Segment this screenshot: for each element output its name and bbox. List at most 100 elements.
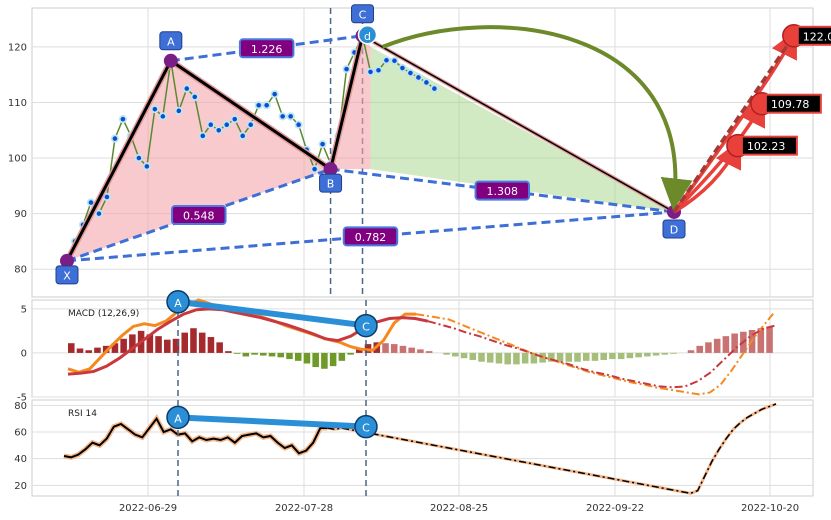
target-value-box	[764, 93, 822, 114]
macd-histogram-bar	[617, 352, 625, 360]
macd-histogram-bar	[687, 350, 695, 353]
projection-arrow	[381, 25, 693, 211]
price-point	[390, 56, 399, 65]
macd-histogram-bar	[286, 352, 293, 360]
rsi-line	[63, 416, 328, 459]
pattern-label-box	[319, 173, 343, 193]
macd-histogram-bar	[556, 352, 564, 362]
price-point	[222, 120, 231, 129]
macd-histogram-bar	[696, 345, 703, 353]
price-point	[206, 120, 215, 129]
macd-histogram-bar	[303, 352, 311, 364]
target-value-box	[796, 25, 831, 46]
macd-tick-label: 0	[21, 348, 27, 359]
price-point	[430, 84, 439, 93]
macd-histogram-bar	[408, 347, 415, 353]
price-point	[246, 120, 255, 129]
price-point	[198, 131, 207, 140]
price-point	[174, 106, 183, 115]
macd-histogram-bar	[399, 345, 407, 353]
bc-leg	[329, 35, 364, 170]
macd-histogram-bar	[233, 352, 241, 354]
macd-histogram-bar	[452, 352, 459, 357]
rsi-divergence-line	[177, 414, 367, 430]
pattern-label-box	[351, 4, 375, 24]
price-tick-label: 90	[14, 209, 27, 220]
cd-leg	[362, 35, 675, 213]
macd-histogram-bar	[172, 338, 180, 353]
macd-histogram-bar	[164, 339, 171, 353]
price-point	[134, 153, 143, 163]
target-value-label: 102.23	[747, 140, 786, 153]
macd-tick-label: -5	[17, 393, 27, 404]
ratio-label-box	[342, 226, 399, 247]
macd-histogram-bar	[766, 326, 773, 353]
pattern-label-c: C	[359, 8, 367, 21]
macd-histogram-bar	[347, 352, 354, 355]
macd-histogram-bar	[425, 351, 433, 353]
rsi-divergence-point	[166, 405, 190, 430]
macd-histogram-bar	[626, 352, 634, 359]
macd-histogram-bar	[504, 352, 511, 365]
xb-dashed-line	[66, 167, 332, 263]
rsi-panel: 20 40 60 80 RSI 14 A C	[14, 399, 814, 497]
price-point	[294, 120, 303, 129]
macd-histogram-bar	[713, 338, 721, 353]
price-point	[190, 92, 199, 102]
macd-histogram-bar	[312, 352, 319, 368]
rsi-tick-label: 40	[14, 454, 27, 465]
macd-histogram-bar	[521, 352, 529, 364]
price-point	[286, 112, 295, 121]
price-point	[118, 115, 128, 124]
pattern-label-box	[159, 31, 183, 51]
macd-histogram-bar	[225, 351, 232, 353]
rsi-tick-label: 60	[14, 428, 27, 439]
pattern-label-box	[662, 219, 686, 239]
price-point	[414, 73, 423, 82]
rsi-divergence-point	[354, 414, 378, 439]
macd-histogram-bar	[652, 352, 660, 356]
pattern-point-a	[163, 53, 178, 68]
price-point	[110, 134, 120, 143]
macd-histogram-bar	[469, 352, 477, 360]
macd-title: MACD (12,26,9)	[68, 309, 139, 319]
macd-histogram-bar	[705, 342, 712, 353]
macd-histogram-bar	[120, 338, 127, 353]
macd-histogram-bar	[670, 352, 677, 354]
rsi-tick-label: 80	[14, 401, 27, 412]
ac-dashed-line	[170, 34, 363, 63]
date-axis: 2022-06-29 2022-07-28 2022-08-25 2022-09-22…	[119, 503, 799, 514]
price-point	[366, 67, 375, 77]
price-point	[318, 140, 327, 149]
price-point	[150, 105, 159, 114]
macd-histogram-bar	[731, 333, 738, 353]
macd-histogram-bar	[198, 332, 206, 353]
price-tick-label: 80	[14, 265, 27, 276]
macd-histogram-bar	[242, 352, 250, 357]
macd-histogram-bar	[635, 352, 642, 358]
price-point	[422, 78, 431, 87]
macd-histogram-bar	[591, 352, 599, 361]
macd-histogram-bar	[129, 334, 136, 353]
price-point	[406, 68, 415, 78]
macd-divergence-point	[354, 313, 378, 338]
macd-histogram-bar	[111, 343, 119, 353]
ab-leg	[169, 59, 332, 171]
macd-histogram-bar	[338, 352, 346, 361]
pattern-point-x	[60, 253, 74, 268]
price-panel: 80 90 100 110 120 X A B C Dd 0.548 1.226 1.308 0.782 1…	[8, 4, 831, 298]
pattern-label-box	[55, 265, 79, 285]
target-value-box	[740, 135, 798, 156]
rsi-tick-label: 20	[14, 481, 27, 492]
date-tick-label: 2022-09-22	[586, 503, 644, 514]
macd-histogram-bar	[216, 342, 223, 353]
price-point	[182, 84, 191, 93]
pattern-label-a: A	[167, 35, 175, 48]
price-point	[374, 66, 383, 75]
price-tick-label: 100	[8, 154, 27, 165]
macd-histogram-bar	[190, 328, 197, 353]
price-point	[94, 209, 104, 218]
macd-panel: 5 0 -5 MACD (12,26,9) A C	[17, 290, 814, 404]
price-tick-label: 120	[8, 42, 27, 53]
macd-histogram-bar	[495, 352, 503, 364]
